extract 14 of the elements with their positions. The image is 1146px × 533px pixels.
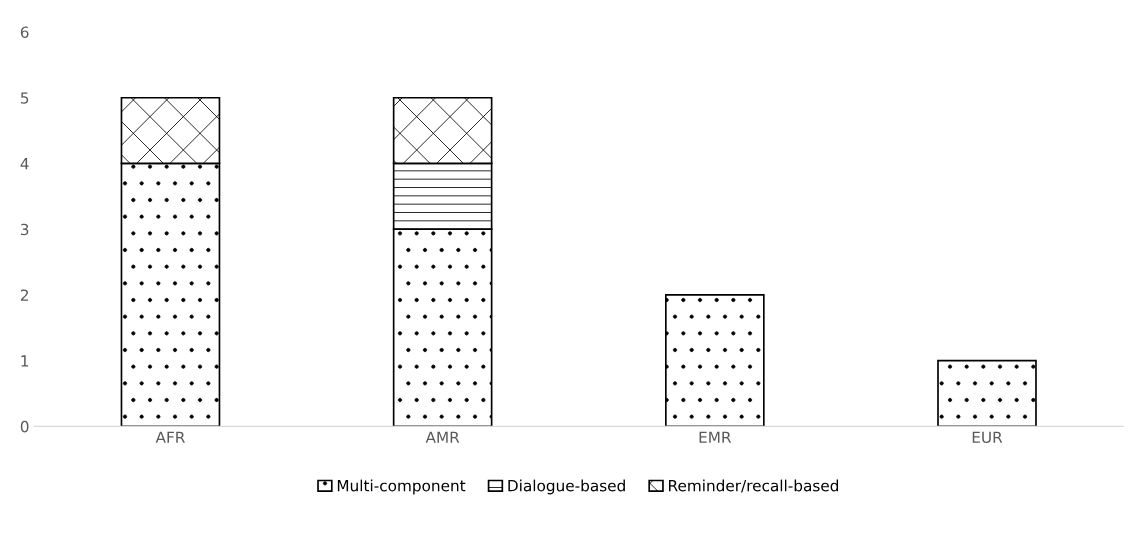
y-tick-label: 4 <box>20 158 29 170</box>
y-tick-label: 6 <box>20 26 29 38</box>
legend-label: Multi-component <box>337 479 466 495</box>
y-tick-label: 3 <box>20 223 29 236</box>
x-tick-label: AFR <box>155 431 185 443</box>
y-tick-label: 0 <box>20 420 29 433</box>
x-tick-label: EUR <box>972 431 1003 444</box>
x-tick-label: AMR <box>425 431 460 443</box>
legend-label: Dialogue-based <box>508 479 625 495</box>
y-tick-label: 5 <box>20 92 29 104</box>
y-tick-label: 2 <box>20 289 28 301</box>
y-tick-label: 1 <box>21 355 29 367</box>
legend-label: Reminder/recall-based <box>669 479 839 493</box>
x-tick-label: EMR <box>699 431 732 443</box>
